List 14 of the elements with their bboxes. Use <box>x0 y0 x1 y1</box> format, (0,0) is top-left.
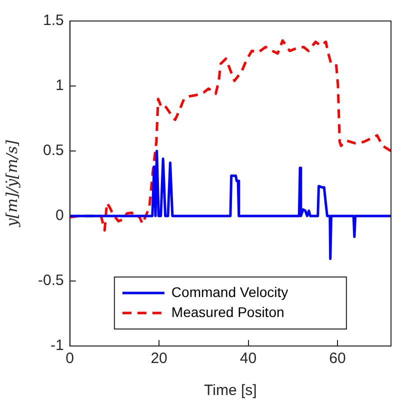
x-axis-title: Time [s] <box>204 382 257 400</box>
legend-label: Measured Positon <box>171 304 284 320</box>
y-tick-label: 1 <box>56 77 64 94</box>
y-tick-label: 0 <box>56 207 64 224</box>
x-tick-label: 60 <box>329 350 346 368</box>
legend-label: Command Velocity <box>171 284 288 300</box>
x-tick-label: 20 <box>150 350 168 368</box>
y-axis-title: y[m]/ẏ[m/s] <box>2 140 21 228</box>
y-tick-label: -0.5 <box>38 272 64 290</box>
x-tick-label: 40 <box>240 350 257 368</box>
line-series <box>70 39 391 232</box>
y-tick-label: 0.5 <box>42 142 64 160</box>
y-tick-label: 1.5 <box>42 12 64 30</box>
y-tick-label: -1 <box>50 337 64 354</box>
